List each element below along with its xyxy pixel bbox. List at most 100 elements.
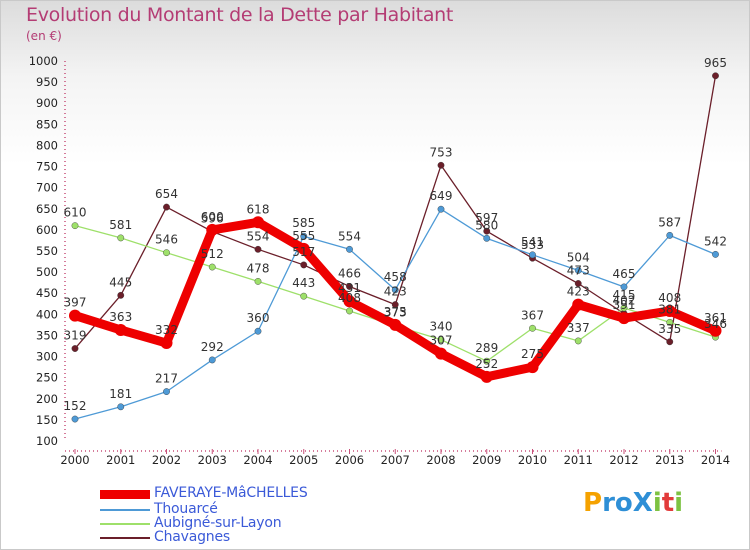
data-label: 363 [109, 310, 132, 324]
data-label: 466 [338, 266, 361, 280]
data-label: 408 [658, 291, 681, 305]
data-label: 445 [109, 275, 132, 289]
y-tick-label: 100 [36, 434, 58, 448]
data-point [252, 216, 264, 229]
y-tick-label: 500 [36, 265, 58, 279]
x-tick-label: 2010 [518, 453, 547, 467]
data-label: 152 [64, 399, 87, 413]
data-label: 478 [247, 261, 270, 275]
y-tick-label: 1000 [29, 54, 58, 68]
data-label: 319 [64, 329, 87, 343]
y-tick-label: 750 [36, 160, 58, 174]
data-label: 340 [430, 320, 453, 334]
logo-letter: t [661, 488, 675, 518]
data-label: 596 [201, 212, 224, 226]
x-tick-label: 2013 [655, 453, 684, 467]
data-point [483, 357, 491, 365]
data-label: 373 [384, 306, 407, 320]
data-point [163, 203, 170, 211]
chart-title: Evolution du Montant de la Dette par Hab… [26, 4, 454, 26]
data-point [709, 324, 722, 337]
data-label: 533 [521, 238, 544, 252]
data-point [526, 361, 539, 374]
data-point [206, 223, 219, 236]
data-point [343, 295, 356, 308]
data-label: 649 [430, 189, 453, 203]
data-label: 600 [201, 210, 224, 224]
data-point [117, 234, 125, 242]
data-label: 597 [475, 211, 498, 225]
y-tick-label: 600 [36, 223, 58, 237]
data-point [163, 249, 170, 257]
data-point [208, 356, 216, 364]
data-point [666, 338, 674, 346]
chart-unit: (en €) [26, 29, 62, 43]
data-point [618, 312, 630, 325]
x-tick-label: 2009 [472, 453, 501, 467]
legend-label: FAVERAYE-MâCHELLES [154, 485, 308, 501]
data-point [666, 231, 674, 239]
y-tick-label: 150 [36, 413, 58, 427]
y-tick-label: 200 [36, 392, 58, 406]
data-label: 504 [567, 250, 590, 264]
data-label: 541 [521, 235, 544, 249]
data-point [574, 280, 582, 287]
data-point [254, 245, 262, 253]
data-label: 610 [64, 206, 87, 220]
data-label: 473 [567, 264, 590, 278]
data-label: 217 [155, 372, 178, 386]
legend-swatch [100, 523, 150, 525]
y-tick-label: 900 [36, 96, 58, 110]
logo-letter: X [632, 488, 653, 518]
proxiti-logo: ProXiti [583, 488, 683, 518]
data-label: 346 [704, 317, 727, 331]
data-label: 580 [475, 218, 498, 232]
y-tick-label: 550 [36, 244, 58, 258]
data-label: 581 [109, 218, 132, 232]
legend-label: Chavagnes [154, 529, 230, 545]
data-point [300, 232, 308, 240]
y-tick-label: 350 [36, 328, 58, 342]
logo-letter: i [674, 488, 684, 518]
data-point [620, 304, 628, 312]
data-label: 275 [521, 347, 544, 361]
x-tick-label: 2001 [106, 453, 135, 467]
data-point [572, 298, 585, 311]
data-point [71, 222, 79, 230]
data-point [389, 318, 402, 331]
data-label: 397 [64, 296, 87, 310]
y-tick-label: 250 [36, 371, 58, 385]
data-label: 554 [247, 229, 270, 243]
data-point [435, 347, 447, 360]
x-tick-label: 2012 [609, 453, 638, 467]
data-label: 375 [384, 305, 407, 319]
data-label: 618 [247, 202, 270, 216]
y-tick-label: 700 [36, 181, 58, 195]
data-label: 292 [201, 340, 224, 354]
data-point [71, 415, 79, 423]
data-point [346, 245, 353, 253]
x-tick-label: 2002 [152, 453, 181, 467]
data-label: 443 [292, 276, 315, 290]
data-point [300, 292, 308, 300]
data-point [712, 250, 719, 258]
data-point [529, 324, 536, 332]
x-tick-label: 2005 [289, 453, 318, 467]
data-label: 458 [384, 270, 407, 284]
logo-letter: o [614, 488, 633, 518]
data-point [71, 345, 79, 352]
data-point [208, 263, 216, 271]
data-label: 391 [613, 298, 636, 312]
data-point [391, 286, 399, 294]
y-tick-label: 300 [36, 350, 58, 364]
data-point [437, 161, 445, 169]
legend-label: Aubigné-sur-Layon [154, 515, 282, 531]
data-point [480, 370, 493, 383]
data-label: 512 [201, 247, 224, 261]
data-point [437, 336, 445, 344]
data-point [297, 242, 310, 255]
data-label: 546 [155, 233, 178, 247]
x-tick-label: 2003 [198, 453, 227, 467]
data-label: 555 [292, 229, 315, 243]
